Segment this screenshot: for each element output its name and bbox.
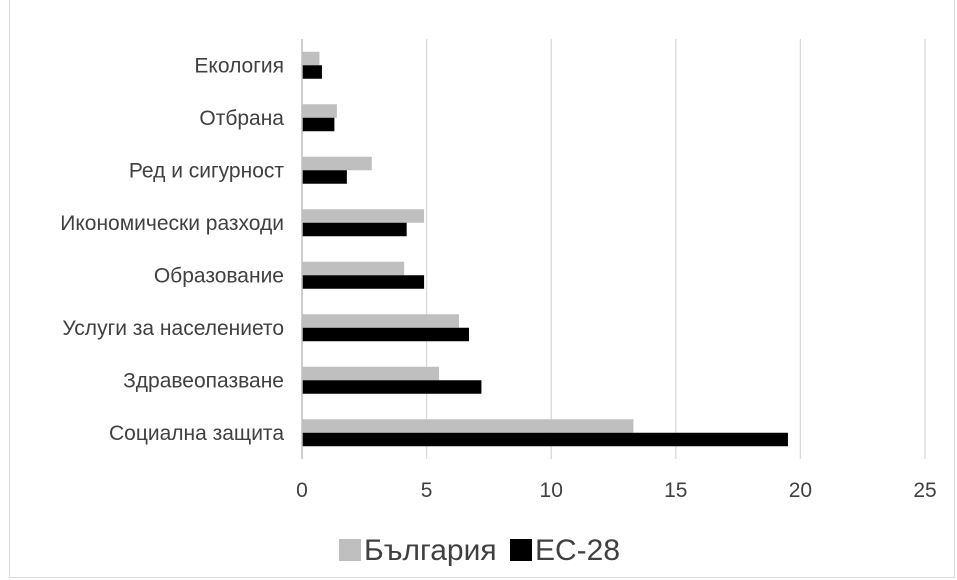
x-tick-labels: 0 5 10 15 20 25 <box>296 479 937 502</box>
bar-eu28 <box>302 170 347 184</box>
bar-bulgaria <box>302 366 440 381</box>
legend: България ЕС-28 <box>339 534 620 567</box>
legend-label-eu28: ЕС-28 <box>535 534 620 567</box>
category-label: Услуги за населението <box>62 317 284 340</box>
x-tick-label-25: 25 <box>913 479 936 502</box>
bar-bulgaria <box>302 209 425 223</box>
bar-bulgaria <box>302 419 634 433</box>
bar-eu28 <box>302 432 788 447</box>
category-label: Социална защита <box>109 422 284 445</box>
grid-lines <box>425 39 926 459</box>
category-label: Ред и сигурност <box>129 159 285 182</box>
category-labels: Екология Отбрана Ред и сигурност Икономичес… <box>60 54 284 445</box>
legend-swatch-eu28 <box>510 539 532 561</box>
category-label: Здравеопазване <box>123 369 284 392</box>
bars <box>302 51 788 447</box>
bar-bulgaria <box>302 104 337 118</box>
category-label: Образование <box>154 264 284 287</box>
bar-eu28 <box>302 275 425 289</box>
category-label: Екология <box>194 54 284 77</box>
chart-frame <box>9 0 955 578</box>
category-label: Отбрана <box>199 107 284 130</box>
bar-bulgaria <box>302 156 372 171</box>
x-tick-label-10: 10 <box>540 479 563 502</box>
bar-eu28 <box>302 222 407 237</box>
bar-eu28 <box>302 327 469 342</box>
bar-eu28 <box>302 117 335 132</box>
bar-eu28 <box>302 380 482 394</box>
x-tick-label-20: 20 <box>789 479 812 502</box>
category-label: Икономически разходи <box>60 212 284 235</box>
x-tick-label-5: 5 <box>421 479 433 502</box>
x-tick-label-0: 0 <box>296 479 308 502</box>
x-tick-label-15: 15 <box>664 479 687 502</box>
legend-swatch-bulgaria <box>339 539 361 561</box>
bar-bulgaria <box>302 261 405 276</box>
bar-bulgaria <box>302 314 459 328</box>
bar-bulgaria <box>302 51 320 66</box>
legend-label-bulgaria: България <box>364 534 497 567</box>
bar-eu28 <box>302 65 322 79</box>
